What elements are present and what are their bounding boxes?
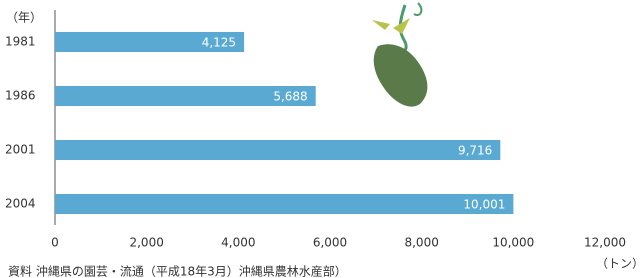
x-tick-label: 4,000 xyxy=(221,236,255,250)
bar xyxy=(55,194,513,214)
y-axis-label: （年） xyxy=(6,11,42,25)
x-tick-label: 12,000 xyxy=(584,236,626,250)
source-note: 資料 沖縄県の園芸・流通（平成18年3月）沖縄県農林水産部） xyxy=(8,264,347,278)
x-tick-label: 2,000 xyxy=(129,236,163,250)
x-tick-label: 6,000 xyxy=(313,236,347,250)
value-label: 5,688 xyxy=(273,90,307,104)
y-tick-label: 1981 xyxy=(5,35,36,49)
x-tick-label: 0 xyxy=(51,236,59,250)
y-tick-label: 2004 xyxy=(5,197,36,211)
y-tick-label: 1986 xyxy=(5,89,36,103)
x-tick-label: 10,000 xyxy=(492,236,534,250)
chart: （年） （トン） 資料 沖縄県の園芸・流通（平成18年3月）沖縄県農林水産部） … xyxy=(0,0,642,278)
value-label: 9,716 xyxy=(458,144,492,158)
x-axis-label: （トン） xyxy=(596,257,642,271)
vine-illustration xyxy=(372,3,427,107)
value-label: 10,001 xyxy=(463,198,505,212)
value-label: 4,125 xyxy=(202,36,236,50)
x-tick-label: 8,000 xyxy=(404,236,438,250)
y-tick-label: 2001 xyxy=(5,143,36,157)
bar xyxy=(55,140,500,160)
